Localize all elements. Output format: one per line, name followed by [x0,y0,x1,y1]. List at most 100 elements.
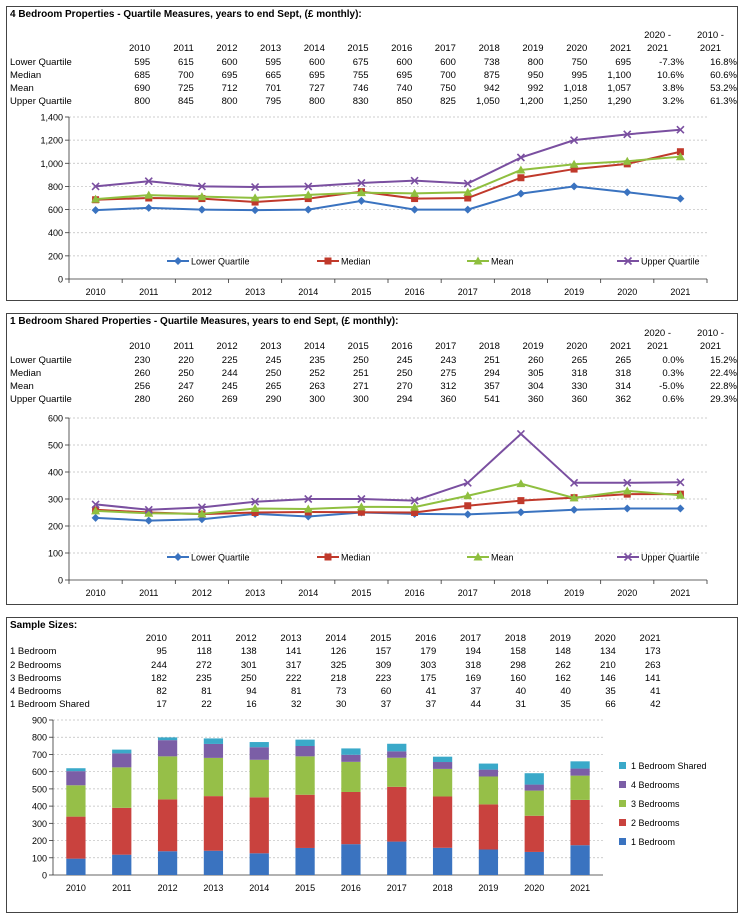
data-point [304,512,313,521]
y-tick-label: 200 [48,522,63,532]
table-cell: 800 [309,96,325,108]
legend-label: 3 Bedrooms [631,799,680,809]
table-header-row: 2010 2011 2012 2013 2014 2015 2016 2017 2018 2019… [10,340,737,353]
table-cell: 942 [483,83,500,95]
year-header: 2012 [235,633,257,644]
bar-segment-4-bedrooms [570,768,590,776]
bar-segment-2-bedrooms [432,796,453,848]
year-header: 2013 [260,341,282,353]
bar-segment-1-bedroom [432,847,453,875]
table-blank [456,327,500,340]
y-tick-label: 1,000 [40,159,63,169]
table-blank [413,327,457,340]
table-cell: 175 [420,672,437,684]
table-cell: 701 [265,83,282,95]
legend-swatch [619,819,626,826]
x-tick-label: 2010 [86,588,106,598]
table-blank [587,29,631,42]
bar-segment-4-bedrooms [387,751,407,758]
data-point [676,504,685,513]
data-point [623,188,632,197]
table-cell: 179 [420,646,437,658]
table-cell: 16 [246,699,257,711]
series-lower-quartile [91,182,685,215]
bar-segment-1-bedroom [570,845,590,875]
four-bedroom-panel: 4 Bedroom Properties - Quartile Measures… [6,6,738,301]
data-point [250,193,260,202]
legend-label: 1 Bedroom Shared [631,761,707,771]
data-point [569,493,579,502]
x-tick-label: 2013 [203,883,223,893]
y-tick-label: 0 [58,275,63,285]
table-row: 1 Bedroom Shared 17 22 16 32 30 37 37 44 31 35 66 42 [10,698,661,711]
y-tick-label: 100 [48,549,63,559]
bar-segment-4-bedrooms [341,754,361,762]
y-tick-label: 400 [48,468,63,478]
legend-marker [473,256,483,265]
row-label: 1 Bedroom [10,646,57,658]
legend-label: Lower Quartile [191,553,250,563]
bar-segment-1-bedroom [387,841,407,875]
y-tick-label: 700 [32,750,47,760]
y-tick-label: 600 [48,205,63,215]
table-cell: 251 [484,354,500,366]
y-tick-label: 600 [32,767,47,777]
legend-item: 1 Bedroom [619,837,675,847]
table-cell: 265 [615,354,632,366]
table-header-row: 2010 2011 2012 2013 2014 2015 2016 2017 2018 2019… [10,632,661,645]
table-cell: 41 [425,686,437,698]
year-header: 2020 [566,43,588,55]
bar-segment-1-bedroom [66,858,86,875]
table-cell: 290 [265,394,282,406]
table-cell: 298 [510,659,527,671]
x-tick-label: 2019 [478,883,498,893]
table-cell: 37 [380,699,392,711]
data-point [463,491,473,500]
legend-label: 4 Bedrooms [631,780,680,790]
table-cell: 81 [201,686,212,698]
legend-label: Lower Quartile [191,257,250,267]
table-cell: 1,018 [563,83,588,95]
year-header: 2011 [191,633,212,644]
table-corner [10,632,122,645]
y-tick-label: 1,200 [40,136,63,146]
table-cell: 260 [178,394,194,406]
legend-item: Mean [467,256,514,267]
bar-segment-1-bedroom-shared [478,763,499,770]
x-tick-label: 2015 [295,883,315,893]
x-tick-label: 2018 [511,588,531,598]
change-cell: 22.8% [710,381,737,393]
table-cell: 271 [352,381,369,393]
year-header: 2021 [609,341,632,353]
table-cell: 800 [134,96,151,108]
table-header-row: 2010 2011 2012 2013 2014 2015 2016 2017 2018 2019… [10,42,737,55]
bar-segment-1-bedroom-shared [570,761,590,769]
year-header: 2017 [459,633,482,644]
bar-segment-3-bedrooms [478,776,499,805]
change-header: 2010 - [697,30,724,41]
table-blank [106,29,150,42]
legend-item: 4 Bedrooms [619,780,680,790]
data-point [251,198,259,206]
table-cell: 300 [352,394,369,406]
data-point [570,165,578,173]
four-bedroom-chart: 0 200 400 600 800 1,000 1,200 1,400 2010 2011 2012… [40,113,708,297]
legend-item: Median [317,257,371,267]
table-cell: 118 [196,646,212,658]
y-tick-label: 300 [48,495,63,505]
data-point [516,429,525,438]
table-cell: 173 [644,646,661,658]
table-cell: 615 [177,56,194,68]
table-cell: 263 [309,381,326,393]
bar-segment-4-bedrooms [249,747,269,760]
y-tick-label: 300 [32,819,47,829]
table-cell: 825 [440,96,456,108]
bar-segment-1-bedroom-shared [66,768,86,772]
table-cell: 795 [265,96,282,108]
four-bedroom-title: 4 Bedroom Properties - Quartile Measures… [10,9,362,20]
change-cell: -7.3% [659,56,684,68]
table-cell: 260 [134,367,151,379]
table-cell: 138 [240,646,257,658]
table-cell: 81 [290,686,302,698]
y-tick-label: 100 [32,853,47,863]
